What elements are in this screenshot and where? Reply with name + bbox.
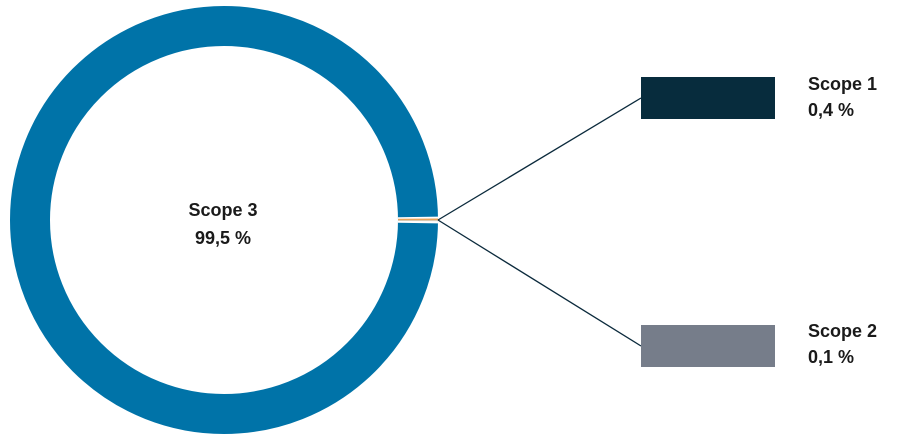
connector-scope-2: [437, 219, 642, 347]
donut: [10, 6, 438, 434]
scope2-label-name: Scope 2: [808, 321, 877, 341]
slice-scope-3: [10, 6, 438, 434]
connector-scope-1: [437, 97, 642, 221]
center-label-name: Scope 3: [188, 200, 257, 220]
center-label-value: 99,5 %: [195, 228, 251, 248]
scope1-label-name: Scope 1: [808, 74, 877, 94]
bar-scope-1: [641, 77, 775, 119]
slice-scope-1: [397, 218, 438, 220]
callout: [437, 77, 775, 367]
slice-scope-2: [397, 220, 438, 222]
scope2-label-value: 0,1 %: [808, 347, 854, 367]
scope1-label-value: 0,4 %: [808, 100, 854, 120]
bar-scope-2: [641, 325, 775, 367]
